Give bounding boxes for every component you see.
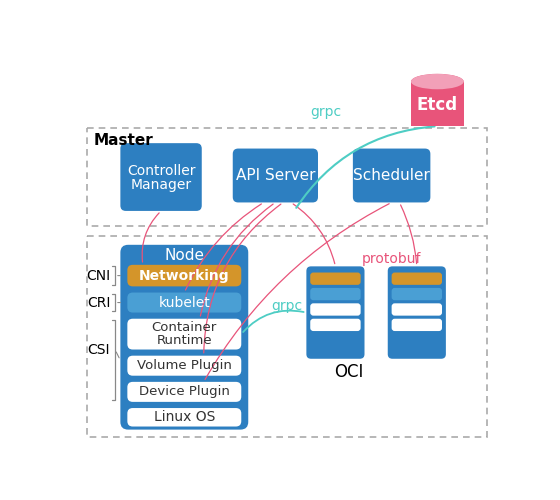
Ellipse shape: [411, 74, 464, 90]
Ellipse shape: [411, 74, 464, 90]
Text: CSI: CSI: [87, 342, 110, 356]
Text: kubelet: kubelet: [158, 296, 210, 310]
Text: Networking: Networking: [139, 268, 230, 282]
Text: grpc: grpc: [272, 300, 302, 314]
Bar: [411, 82, 464, 126]
FancyBboxPatch shape: [127, 292, 241, 312]
FancyBboxPatch shape: [391, 318, 442, 331]
FancyArrowPatch shape: [200, 204, 273, 316]
Text: CRI: CRI: [87, 296, 110, 310]
FancyBboxPatch shape: [306, 266, 365, 359]
FancyBboxPatch shape: [310, 272, 361, 285]
Text: CNI: CNI: [87, 268, 111, 282]
Bar: [87, 236, 487, 438]
Text: Controller: Controller: [127, 164, 195, 178]
Text: Etcd: Etcd: [417, 96, 458, 114]
FancyBboxPatch shape: [127, 318, 241, 350]
FancyBboxPatch shape: [310, 304, 361, 316]
Text: Container: Container: [152, 322, 217, 334]
Text: Volume Plugin: Volume Plugin: [137, 359, 232, 372]
FancyBboxPatch shape: [310, 318, 361, 331]
FancyArrowPatch shape: [205, 204, 389, 380]
FancyBboxPatch shape: [391, 304, 442, 316]
FancyBboxPatch shape: [120, 143, 202, 211]
FancyArrowPatch shape: [204, 204, 281, 353]
FancyBboxPatch shape: [391, 272, 442, 285]
FancyBboxPatch shape: [127, 265, 241, 286]
Text: Device Plugin: Device Plugin: [139, 386, 230, 398]
FancyBboxPatch shape: [127, 356, 241, 376]
FancyBboxPatch shape: [310, 288, 361, 300]
Text: protobuf: protobuf: [362, 252, 421, 266]
FancyBboxPatch shape: [120, 245, 248, 430]
Text: Scheduler: Scheduler: [353, 168, 430, 183]
FancyBboxPatch shape: [353, 148, 431, 203]
FancyArrowPatch shape: [400, 205, 417, 264]
FancyBboxPatch shape: [388, 266, 446, 359]
Bar: [87, 128, 487, 226]
Text: grpc: grpc: [310, 106, 341, 120]
FancyBboxPatch shape: [233, 148, 318, 203]
FancyBboxPatch shape: [127, 382, 241, 402]
Text: API Server: API Server: [236, 168, 315, 183]
Text: OCI: OCI: [334, 363, 363, 381]
FancyArrowPatch shape: [185, 204, 262, 290]
FancyArrowPatch shape: [296, 126, 435, 208]
Text: Node: Node: [164, 248, 204, 263]
FancyBboxPatch shape: [127, 408, 241, 426]
Text: Manager: Manager: [130, 178, 192, 192]
FancyArrowPatch shape: [243, 310, 304, 332]
FancyArrowPatch shape: [293, 204, 335, 264]
Text: Linux OS: Linux OS: [153, 410, 215, 424]
Text: Master: Master: [94, 132, 153, 148]
Text: Runtime: Runtime: [156, 334, 212, 347]
FancyArrowPatch shape: [142, 213, 159, 262]
FancyBboxPatch shape: [391, 288, 442, 300]
